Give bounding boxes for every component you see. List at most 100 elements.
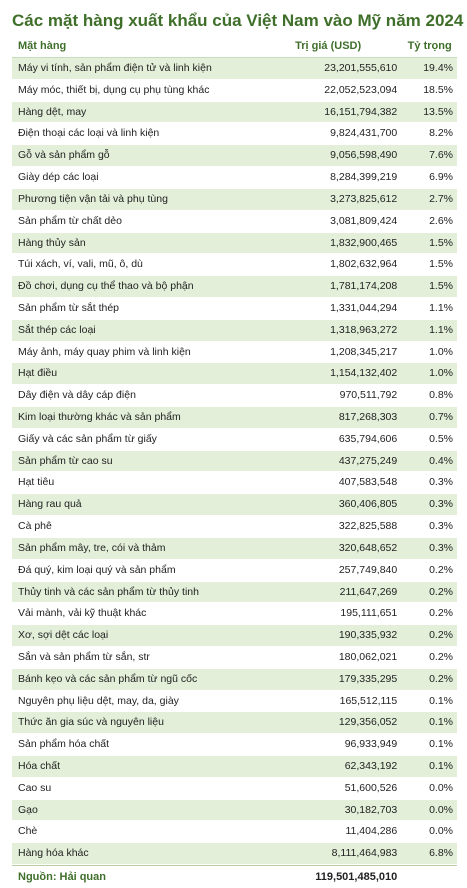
table-row: Gỗ và sản phẩm gỗ 9,056,598,490 7.6%	[12, 145, 457, 168]
row-share: 13.5%	[423, 105, 453, 118]
row-value: 1,318,963,272	[330, 323, 398, 336]
row-value: 211,647,269	[339, 585, 398, 598]
row-item-name: Sản phẩm từ sắt thép	[18, 301, 120, 314]
table-row: Kim loại thường khác và sản phẩm 817,268,…	[12, 407, 457, 429]
row-item-name: Sản phẩm hóa chất	[18, 738, 110, 751]
table-row: Máy móc, thiết bị, dụng cụ phụ tùng khác…	[12, 79, 457, 102]
table-row: Hạt tiêu 407,583,548 0.3%	[12, 472, 457, 495]
row-item-name: Cao su	[18, 781, 52, 794]
table-row: Hạt điều 1,154,132,402 1.0%	[12, 363, 457, 386]
table-row: Giấy và các sản phẩm từ giấy 635,794,606 0…	[12, 428, 457, 451]
table-row: Vải mành, vải kỹ thuật khác 195,111,651 0.…	[12, 603, 457, 626]
row-item-name: Điện thoại các loại và linh kiện	[18, 127, 160, 140]
row-item-name: Hạt điều	[18, 367, 58, 380]
row-value: 9,824,431,700	[330, 127, 398, 140]
table-row: Chè 11,404,286 0.0%	[12, 821, 457, 844]
header-item: Mặt hàng	[18, 40, 67, 52]
row-value: 51,600,526	[344, 781, 398, 794]
row-value: 1,331,044,294	[330, 301, 398, 314]
row-share: 0.3%	[429, 541, 453, 554]
table-body: Máy vi tính, sản phẩm điện tử và linh ki…	[12, 58, 457, 866]
row-value: 165,512,115	[339, 694, 398, 707]
row-item-name: Xơ, sợi dệt các loại	[18, 629, 109, 642]
row-share: 0.7%	[429, 411, 453, 423]
row-share: 0.4%	[429, 454, 453, 467]
row-item-name: Máy móc, thiết bị, dụng cụ phụ tùng khác	[18, 83, 210, 96]
row-share: 2.6%	[429, 214, 453, 227]
row-share: 0.0%	[429, 825, 453, 838]
row-value: 360,406,805	[338, 498, 398, 511]
row-share: 0.0%	[429, 803, 453, 816]
row-item-name: Nguyên phụ liệu dệt, may, da, giày	[18, 694, 179, 707]
row-item-name: Thức ăn gia súc và nguyên liệu	[18, 716, 164, 729]
row-share: 0.0%	[429, 781, 453, 794]
row-share: 0.2%	[429, 563, 453, 576]
table-row: Xơ, sợi dệt các loại 190,335,932 0.2%	[12, 625, 457, 647]
row-value: 9,056,598,490	[330, 149, 398, 162]
table-header: Mặt hàng Trị giá (USD) Tỷ trọng	[12, 36, 457, 58]
row-value: 3,081,809,424	[330, 214, 398, 227]
row-item-name: Giày dép các loại	[18, 171, 99, 184]
row-value: 407,583,548	[338, 476, 398, 489]
header-value: Trị giá (USD)	[295, 40, 362, 52]
row-share: 0.2%	[429, 607, 453, 620]
row-share: 6.8%	[429, 847, 453, 860]
row-share: 1.0%	[429, 345, 453, 358]
row-item-name: Hàng hóa khác	[18, 847, 89, 860]
table-row: Cà phê 322,825,588 0.3%	[12, 516, 457, 538]
row-share: 1.5%	[429, 280, 453, 293]
row-item-name: Thủy tinh và các sản phẩm từ thủy tinh	[18, 585, 199, 598]
table-row: Sản phẩm hóa chất 96,933,949 0.1%	[12, 734, 457, 756]
row-item-name: Vải mành, vải kỹ thuật khác	[18, 607, 147, 620]
table-row: Sản phẩm từ chất dẻo 3,081,809,424 2.6%	[12, 210, 457, 233]
row-value: 96,933,949	[344, 738, 398, 751]
table-row: Hóa chất 62,343,192 0.1%	[12, 756, 457, 778]
table-row: Hàng dệt, may 16,151,794,382 13.5%	[12, 101, 457, 124]
row-share: 0.3%	[429, 498, 453, 511]
row-value: 1,781,174,208	[330, 280, 398, 293]
row-value: 437,275,249	[338, 454, 398, 467]
table-row: Sản phẩm từ sắt thép 1,331,044,294 1.1%	[12, 297, 457, 320]
row-share: 8.2%	[429, 127, 453, 140]
row-item-name: Dây điện và dây cáp điện	[18, 389, 136, 402]
row-value: 1,832,900,465	[330, 236, 398, 249]
row-value: 320,648,652	[338, 541, 398, 554]
table-row: Hàng thủy sản 1,832,900,465 1.5%	[12, 232, 457, 255]
source-note: Nguồn: Hải quan	[18, 871, 106, 884]
table-row: Sắt thép các loại 1,318,963,272 1.1%	[12, 319, 457, 342]
row-item-name: Phương tiện vận tải và phụ tùng	[18, 192, 168, 205]
table-row: Túi xách, ví, vali, mũ, ô, dù 1,802,632,9…	[12, 254, 457, 277]
row-share: 0.2%	[429, 629, 453, 642]
row-share: 0.3%	[429, 520, 453, 533]
row-item-name: Bánh kẹo và các sản phẩm từ ngũ cốc	[18, 672, 198, 685]
row-item-name: Sản phẩm mây, tre, cói và thảm	[18, 541, 166, 554]
row-item-name: Đồ chơi, dụng cụ thể thao và bộ phận	[18, 280, 194, 293]
row-value: 30,182,703	[344, 803, 398, 816]
row-share: 1.1%	[429, 301, 453, 314]
table-row: Phương tiện vận tải và phụ tùng 3,273,825…	[12, 188, 457, 211]
row-item-name: Gạo	[18, 803, 38, 816]
row-item-name: Sản phẩm từ cao su	[18, 454, 113, 467]
table-row: Dây điện và dây cáp điện 970,511,792 0.8%	[12, 385, 457, 407]
table-row: Thức ăn gia súc và nguyên liệu 129,356,05…	[12, 712, 457, 735]
row-share: 1.5%	[429, 236, 453, 249]
row-item-name: Hàng dệt, may	[18, 105, 87, 118]
row-value: 129,356,052	[338, 716, 398, 729]
row-share: 0.2%	[429, 672, 453, 685]
row-share: 0.2%	[429, 585, 453, 598]
row-share: 1.0%	[429, 367, 453, 380]
row-share: 19.4%	[423, 62, 453, 74]
row-item-name: Hóa chất	[18, 760, 61, 772]
row-item-name: Gỗ và sản phẩm gỗ	[18, 149, 110, 162]
row-share: 0.2%	[429, 650, 453, 663]
row-share: 0.1%	[429, 760, 453, 772]
row-value: 11,404,286	[345, 825, 398, 838]
row-share: 0.1%	[429, 738, 453, 751]
row-item-name: Hàng thủy sản	[18, 236, 86, 249]
row-value: 16,151,794,382	[324, 105, 398, 118]
row-value: 970,511,792	[339, 389, 398, 402]
row-value: 190,335,932	[338, 629, 398, 642]
row-item-name: Máy vi tính, sản phẩm điện tử và linh ki…	[18, 62, 212, 74]
row-item-name: Sắn và sản phẩm từ sắn, str	[18, 650, 150, 663]
